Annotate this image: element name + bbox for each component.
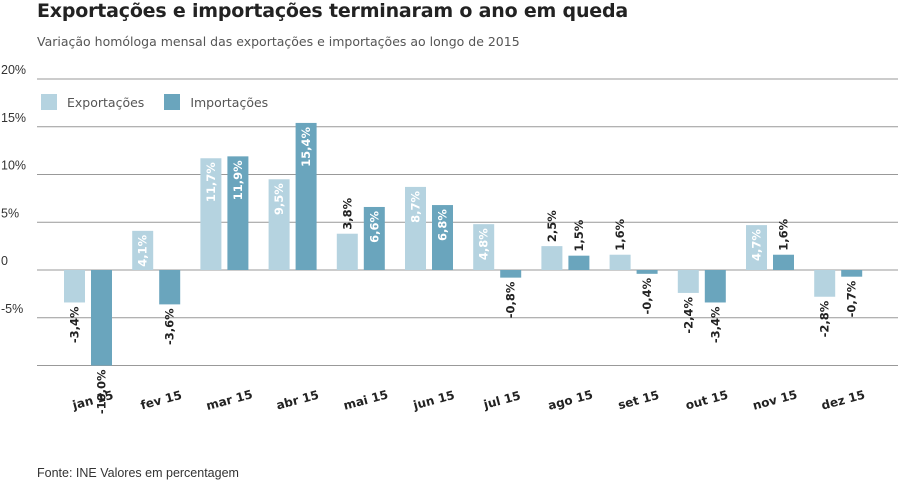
data-label: 4,7% <box>750 229 764 261</box>
data-label: -3,4% <box>708 306 722 343</box>
bar <box>91 270 112 366</box>
data-label: -3,6% <box>163 308 177 345</box>
bar <box>159 270 181 305</box>
legend-swatch-imports <box>164 94 181 110</box>
bar <box>268 179 290 270</box>
bar <box>363 206 385 270</box>
bar <box>773 254 794 270</box>
bar <box>541 246 563 270</box>
y-tick-label: -5% <box>1 302 23 316</box>
chart-title: Exportações e importações terminaram o a… <box>37 0 628 22</box>
legend-label-imports: Importações <box>190 94 269 110</box>
y-tick-label: 15% <box>1 111 26 125</box>
chart-subtitle: Variação homóloga mensal das exportações… <box>37 34 520 49</box>
data-label: 9,5% <box>272 183 286 215</box>
bar <box>132 230 154 270</box>
x-tick-label: jun 15 <box>411 388 456 413</box>
x-tick-label: mar 15 <box>205 387 254 413</box>
data-label: 1,5% <box>572 219 586 251</box>
bar <box>432 205 453 270</box>
x-tick-label: fev 15 <box>139 388 183 412</box>
data-label: 1,6% <box>613 218 627 250</box>
x-tick-label: out 15 <box>684 388 730 413</box>
data-label: -0,7% <box>845 280 859 317</box>
data-label: 6,6% <box>367 211 381 243</box>
bar <box>814 270 836 297</box>
data-label: 6,8% <box>436 209 450 241</box>
data-label: -3,4% <box>68 306 82 343</box>
y-tick-label: 20% <box>1 63 26 77</box>
data-label: -10,0% <box>95 369 109 414</box>
bar <box>841 270 863 277</box>
legend-item-exports: Exportações <box>41 94 144 110</box>
x-tick-label: dez 15 <box>820 388 867 413</box>
bar <box>746 225 767 270</box>
bar <box>609 254 631 270</box>
bar <box>500 270 522 278</box>
bar <box>295 122 317 271</box>
legend-swatch-exports <box>41 94 57 110</box>
data-label: 11,7% <box>204 162 218 202</box>
data-label: 4,1% <box>136 234 150 266</box>
y-tick-label: 10% <box>1 159 26 173</box>
bar <box>405 186 426 270</box>
y-tick-label: 0 <box>1 254 8 268</box>
data-label: 8,7% <box>409 190 423 222</box>
bar <box>568 255 590 270</box>
data-label: 1,6% <box>777 218 791 250</box>
data-label: 3,8% <box>340 197 354 229</box>
bar <box>473 224 495 270</box>
data-label: -2,8% <box>818 300 832 337</box>
source-note: Fonte: INE Valores em percentagem <box>37 466 239 480</box>
data-label: 4,8% <box>477 228 491 260</box>
data-label: -0,4% <box>640 277 654 314</box>
bar <box>227 156 249 270</box>
x-tick-label: nov 15 <box>751 387 799 412</box>
legend-item-imports: Importações <box>164 94 268 110</box>
bar <box>64 270 85 303</box>
legend-label-exports: Exportações <box>67 94 145 110</box>
x-tick-label: set 15 <box>617 388 661 412</box>
x-tick-label: jul 15 <box>481 389 522 413</box>
y-tick-label: 5% <box>1 206 19 220</box>
bar <box>200 158 222 270</box>
data-label: 15,4% <box>299 126 313 166</box>
bar <box>704 270 726 303</box>
bar <box>677 270 699 293</box>
data-label: 2,5% <box>545 210 559 242</box>
chart-legend: Exportações Importações <box>41 94 288 110</box>
x-tick-label: ago 15 <box>546 387 594 412</box>
bar <box>636 270 658 274</box>
data-label: -0,8% <box>504 281 518 318</box>
bar <box>336 233 358 270</box>
data-label: 11,9% <box>231 160 245 200</box>
x-tick-label: abr 15 <box>275 388 321 413</box>
data-label: -2,4% <box>681 296 695 333</box>
x-tick-label: mai 15 <box>342 387 390 412</box>
